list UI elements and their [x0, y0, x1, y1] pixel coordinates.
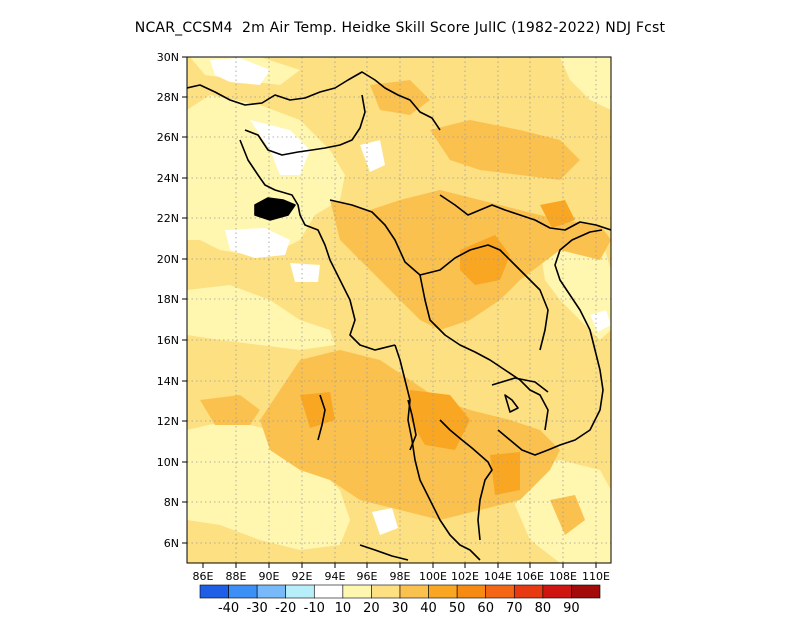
field-band-10-20: [560, 57, 611, 110]
colorbar-swatch: [371, 584, 401, 599]
y-tick-label: 30N: [157, 51, 179, 64]
x-tick-label: 92E: [292, 570, 313, 583]
mergui-archipelago: [407, 399, 417, 451]
colorbar-label: 10: [335, 601, 352, 616]
tonle-sap: [504, 394, 519, 413]
china-border: [439, 194, 611, 231]
gulf-thailand-coast: [439, 419, 493, 541]
x-tick-label: 88E: [226, 570, 247, 583]
field-band-below-10: [372, 508, 398, 535]
field-band-30-40: [260, 350, 560, 520]
colorbar-label: -10: [304, 601, 325, 616]
field-band-40-50: [460, 235, 510, 285]
colorbar-swatch: [199, 584, 229, 599]
y-tick-label: 18N: [157, 293, 179, 306]
field-band-40-50: [490, 452, 520, 495]
field-band-below-10: [290, 263, 320, 282]
colorbar-label: 70: [506, 601, 523, 616]
y-tick-label: 10N: [157, 456, 179, 469]
coastlines-and-borders: [187, 71, 611, 561]
x-tick-label: 98E: [390, 570, 411, 583]
field-band-30-40: [200, 395, 260, 425]
colorbar-labels: -40 -30 -20 -10 10 20 30 40 50 60 70 80 90: [218, 601, 580, 616]
field-band-30-40: [430, 120, 580, 180]
thailand-cambodia-border: [419, 274, 549, 431]
bangladesh-myanmar-coast: [239, 139, 396, 351]
y-tick-label: 8N: [164, 496, 179, 509]
colorbar-swatch: [285, 584, 315, 599]
y-tick-label: 20N: [157, 253, 179, 266]
field-band-10-20: [187, 95, 345, 255]
field-band-40-50: [540, 200, 575, 228]
colorbar-label: -20: [275, 601, 296, 616]
y-tick-label: 14N: [157, 375, 179, 388]
field-band-40-50: [300, 392, 335, 428]
y-tick-label: 16N: [157, 334, 179, 347]
myanmar-thailand-laos-border: [329, 199, 549, 351]
field-band-below-10: [360, 140, 385, 172]
ganges-delta: [254, 197, 296, 221]
colorbar-label: -40: [218, 601, 239, 616]
y-tick-label: 26N: [157, 131, 179, 144]
plot-frame: [186, 56, 612, 564]
malay-peninsula-west: [394, 344, 481, 561]
x-tick-label: 102E: [451, 570, 479, 583]
y-tick-label: 12N: [157, 415, 179, 428]
colorbar-swatch: [342, 584, 372, 599]
x-tick-label: 108E: [549, 570, 577, 583]
andaman-islands: [317, 394, 326, 441]
x-tick-label: 86E: [193, 570, 214, 583]
colorbar-swatch: [485, 584, 515, 599]
field-band-30-40: [550, 495, 585, 535]
colorbar: [199, 584, 601, 599]
x-tick-label: 104E: [484, 570, 512, 583]
y-tick-label: 22N: [157, 212, 179, 225]
y-tick-labels: 30N 28N 26N 24N 22N 20N 18N 16N 14N 12N …: [157, 51, 179, 550]
himalaya-border: [187, 71, 441, 131]
y-tick-label: 24N: [157, 172, 179, 185]
field-band-10-20: [187, 285, 335, 350]
axis-ticks: [182, 56, 597, 568]
field-band-below-10: [210, 58, 270, 85]
colorbar-label: 40: [420, 601, 437, 616]
colorbar-swatch: [428, 584, 458, 599]
colorbar-swatch: [313, 584, 344, 599]
x-tick-label: 90E: [259, 570, 280, 583]
colorbar-label: -30: [247, 601, 268, 616]
y-tick-label: 6N: [164, 537, 179, 550]
cambodia-border: [491, 377, 549, 393]
x-tick-label: 110E: [582, 570, 610, 583]
colorbar-swatch: [399, 584, 429, 599]
colorbar-label: 80: [535, 601, 552, 616]
colorbar-swatch: [256, 584, 287, 599]
colorbar-label: 30: [392, 601, 409, 616]
colorbar-label: 90: [563, 601, 580, 616]
x-tick-label: 106E: [516, 570, 544, 583]
field-band-10-20: [187, 420, 350, 550]
colorbar-label: 20: [363, 601, 380, 616]
colorbar-label: 50: [449, 601, 466, 616]
field-band-below-10: [590, 310, 611, 332]
northeast-india-border: [244, 94, 366, 156]
x-tick-labels: 86E 88E 90E 92E 94E 96E 98E 100E 102E 10…: [193, 570, 610, 583]
colorbar-swatch: [456, 584, 487, 599]
y-tick-label: 28N: [157, 91, 179, 104]
colorbar-swatch: [571, 584, 601, 599]
lat-lon-grid: [187, 57, 611, 563]
skill-score-field: [187, 57, 611, 563]
x-tick-label: 96E: [357, 570, 378, 583]
colorbar-label: 60: [477, 601, 494, 616]
field-band-below-10: [250, 120, 310, 175]
sumatra-north: [359, 544, 409, 561]
vietnam-coast: [497, 229, 604, 456]
field-band-below-10: [225, 228, 290, 258]
map-title: NCAR_CCSM4 2m Air Temp. Heidke Skill Sco…: [134, 20, 666, 36]
colorbar-swatch: [513, 584, 544, 599]
colorbar-swatch: [542, 584, 572, 599]
x-tick-label: 94E: [325, 570, 346, 583]
colorbar-swatch: [228, 584, 258, 599]
x-tick-label: 100E: [419, 570, 447, 583]
